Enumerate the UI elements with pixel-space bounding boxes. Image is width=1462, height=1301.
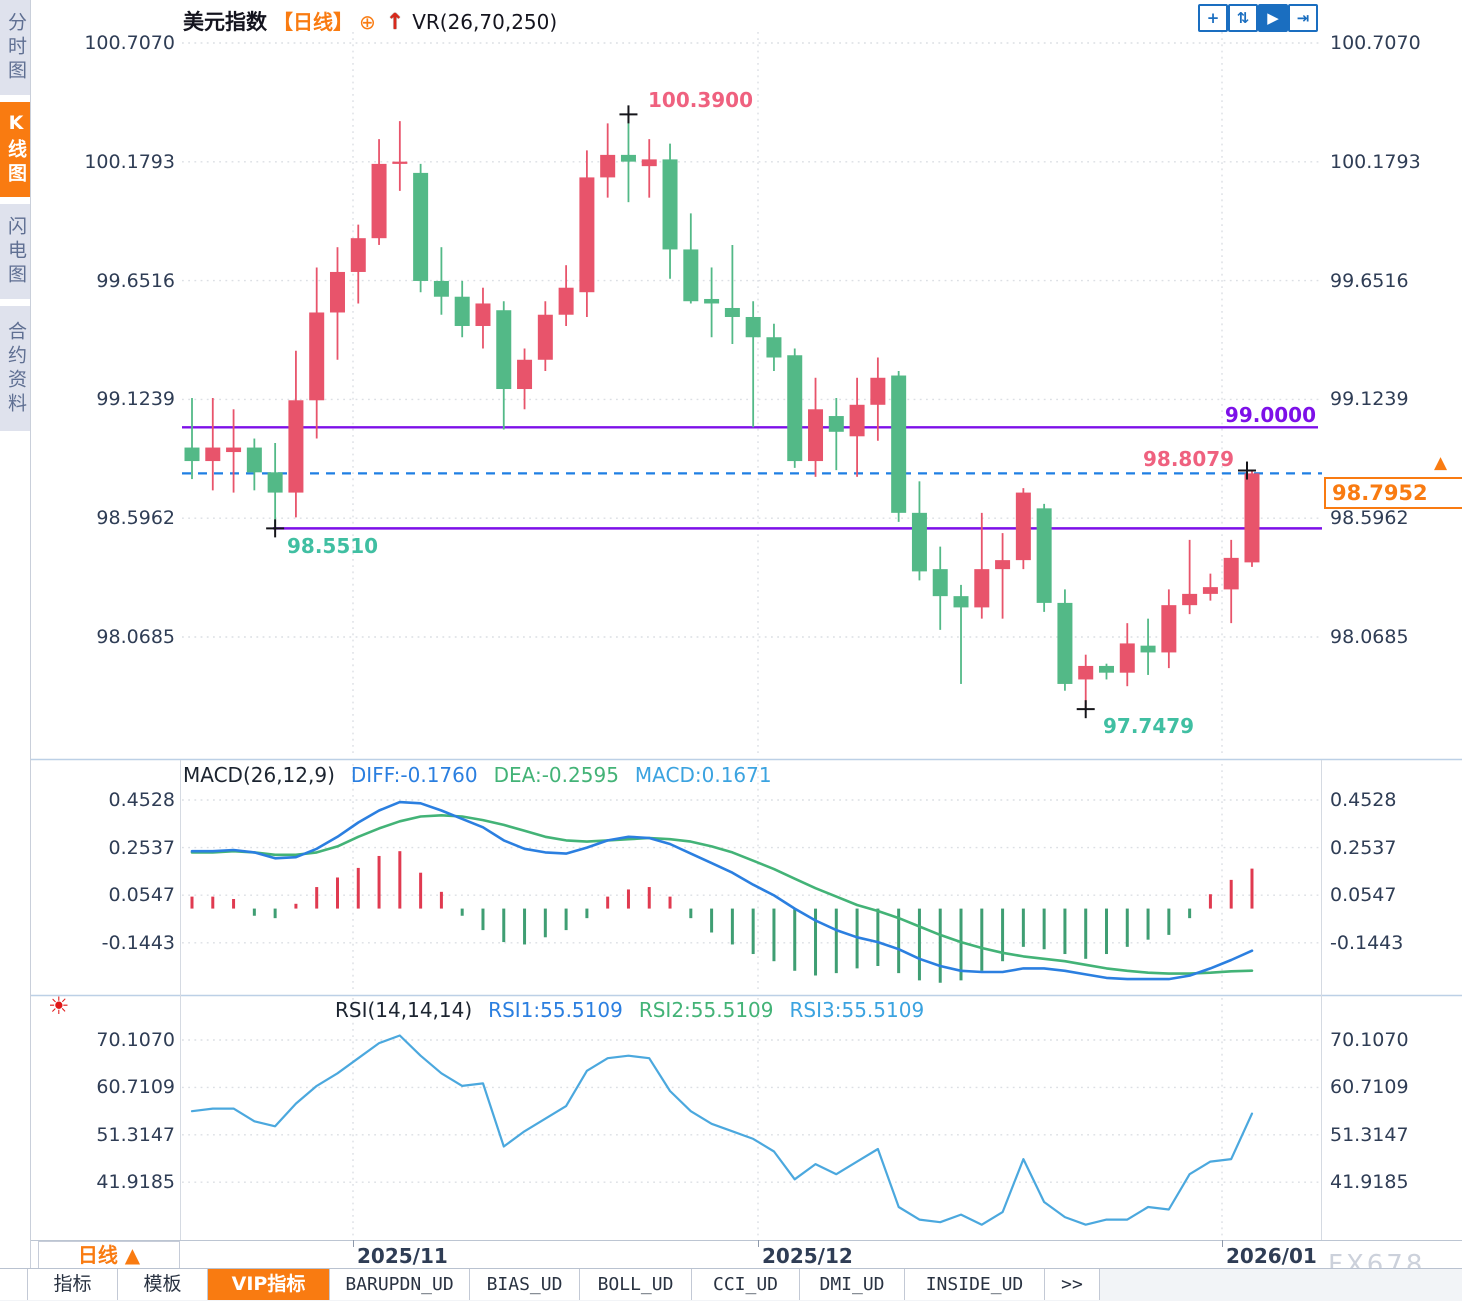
macd-axis-tick: 0.2537 bbox=[1330, 836, 1397, 859]
tab--[interactable]: >> bbox=[1045, 1269, 1100, 1300]
up-arrow-icon: ↑ bbox=[385, 10, 405, 35]
day-high-label: 98.8079 bbox=[1143, 447, 1235, 471]
x-axis-label: 2025/12 bbox=[762, 1244, 853, 1268]
macd-axis-tick: 0.2537 bbox=[108, 836, 175, 859]
price-axis-tick: 100.1793 bbox=[84, 150, 175, 173]
price-axis-tick: 100.7070 bbox=[84, 32, 175, 54]
macd-axis-tick: 0.0547 bbox=[1330, 884, 1397, 907]
early-low-label: 98.5510 bbox=[287, 534, 379, 558]
sidebar-item-1[interactable]: K线图 bbox=[0, 102, 30, 197]
tab-bar-filler bbox=[1100, 1269, 1462, 1300]
macd-header: MACD(26,12,9) DIFF:-0.1760 DEA:-0.2595 MACD… bbox=[183, 763, 772, 787]
x-axis-label: 2026/01 bbox=[1226, 1244, 1317, 1268]
play-icon[interactable]: ▶ bbox=[1258, 4, 1288, 32]
tab-vip-[interactable]: VIP指标 bbox=[208, 1269, 330, 1300]
x-axis-tick bbox=[1222, 1240, 1223, 1247]
macd-axis-tick: 0.4528 bbox=[1330, 789, 1397, 811]
exit-right-icon[interactable]: ⇥ bbox=[1288, 4, 1318, 32]
macd-dea-value: DEA:-0.2595 bbox=[493, 763, 619, 787]
macd-axis-tick: -0.1443 bbox=[101, 931, 175, 954]
add-indicator-icon[interactable]: ⊕ bbox=[359, 10, 376, 34]
vr-indicator-label[interactable]: VR(26,70,250) bbox=[412, 10, 558, 34]
sidebar-item-0[interactable]: 分时图 bbox=[0, 0, 30, 95]
rsi-axis-tick: 60.7109 bbox=[1330, 1076, 1409, 1099]
rsi-axis-tick: 41.9185 bbox=[96, 1171, 175, 1194]
period-tag[interactable]: 【日线】 bbox=[273, 10, 353, 34]
tab--[interactable]: 指标 bbox=[28, 1269, 118, 1300]
rsi-axis-tick: 70.1070 bbox=[1330, 1029, 1409, 1051]
price-axis-tick: 99.1239 bbox=[1330, 388, 1409, 411]
rsi-axis-tick: 41.9185 bbox=[1330, 1171, 1409, 1194]
macd-name[interactable]: MACD(26,12,9) bbox=[183, 763, 335, 787]
axis-scale-icon[interactable]: ⇅ bbox=[1228, 4, 1258, 32]
price-axis-tick: 99.6516 bbox=[96, 269, 175, 292]
time-axis-row bbox=[0, 1240, 1462, 1270]
price-axis-tick: 98.5962 bbox=[96, 507, 175, 530]
macd-axis-tick: -0.1443 bbox=[1330, 931, 1404, 954]
price-axis-tick: 100.7070 bbox=[1330, 32, 1421, 54]
macd-diff-value: DIFF:-0.1760 bbox=[350, 763, 478, 787]
sidebar-item-3[interactable]: 合约资料 bbox=[0, 306, 30, 431]
price-up-arrow-icon: ▲ bbox=[1434, 453, 1448, 473]
rsi2-value: RSI2:55.5109 bbox=[638, 998, 774, 1022]
tab-inside-ud[interactable]: INSIDE_UD bbox=[905, 1269, 1045, 1300]
macd-macd-value: MACD:0.1671 bbox=[634, 763, 772, 787]
macd-axis-tick: 0.4528 bbox=[108, 789, 175, 811]
tab--[interactable]: 模板 bbox=[118, 1269, 208, 1300]
swing-high-label: 100.3900 bbox=[648, 88, 754, 112]
macd-axis-tick: 0.0547 bbox=[108, 884, 175, 907]
tab-barupdn-ud[interactable]: BARUPDN_UD bbox=[330, 1269, 470, 1300]
indicator-tab-bar: 指标 模板 VIP指标 BARUPDN_UD BIAS_UD BOLL_UD CCI_UD D… bbox=[0, 1268, 1462, 1301]
tab-cci-ud[interactable]: CCI_UD bbox=[692, 1269, 800, 1300]
rsi-axis-tick: 51.3147 bbox=[96, 1123, 175, 1146]
price-axis-tick: 98.0685 bbox=[96, 626, 175, 648]
rsi-header: RSI(14,14,14) RSI1:55.5109 RSI2:55.5109 RSI… bbox=[335, 998, 924, 1022]
tab-bias-ud[interactable]: BIAS_UD bbox=[470, 1269, 580, 1300]
swing-low-label: 97.7479 bbox=[1103, 714, 1195, 738]
x-axis-label: 2025/11 bbox=[357, 1244, 448, 1268]
chart-title-bar: 美元指数 【日线】 ⊕ ↑ VR(26,70,250) bbox=[183, 6, 557, 36]
price-axis-tick: 100.1793 bbox=[1330, 150, 1421, 173]
last-price-box[interactable]: 98.7952 bbox=[1324, 477, 1462, 509]
tab-dmi-ud[interactable]: DMI_UD bbox=[800, 1269, 905, 1300]
rsi-name[interactable]: RSI(14,14,14) bbox=[335, 998, 473, 1022]
sidebar-item-2[interactable]: 闪电图 bbox=[0, 204, 30, 299]
price-axis-tick: 98.5962 bbox=[1330, 507, 1409, 530]
rsi-axis-tick: 51.3147 bbox=[1330, 1123, 1409, 1146]
instrument-title: 美元指数 bbox=[183, 10, 267, 34]
tab-corner-blank bbox=[0, 1269, 28, 1300]
period-selector-button[interactable]: 日线 ▲ bbox=[38, 1241, 180, 1269]
x-axis-tick bbox=[353, 1240, 354, 1247]
rsi1-value: RSI1:55.5109 bbox=[488, 998, 623, 1022]
hline-level-label: 99.0000 bbox=[1224, 403, 1316, 427]
rsi-axis-tick: 60.7109 bbox=[96, 1076, 175, 1099]
left-sidebar: 分时图 K线图闪电图合约资料 bbox=[0, 0, 31, 1300]
price-axis-tick: 99.1239 bbox=[96, 388, 175, 411]
rsi3-value: RSI3:55.5109 bbox=[789, 998, 925, 1022]
crosshair-icon[interactable]: + bbox=[1198, 4, 1228, 32]
tab-boll-ud[interactable]: BOLL_UD bbox=[580, 1269, 692, 1300]
price-axis-tick: 99.6516 bbox=[1330, 269, 1409, 292]
x-axis-tick bbox=[758, 1240, 759, 1247]
price-axis-tick: 98.0685 bbox=[1330, 626, 1409, 648]
flash-sun-icon[interactable]: ☀ bbox=[48, 992, 70, 1020]
rsi-axis-tick: 70.1070 bbox=[96, 1029, 175, 1051]
